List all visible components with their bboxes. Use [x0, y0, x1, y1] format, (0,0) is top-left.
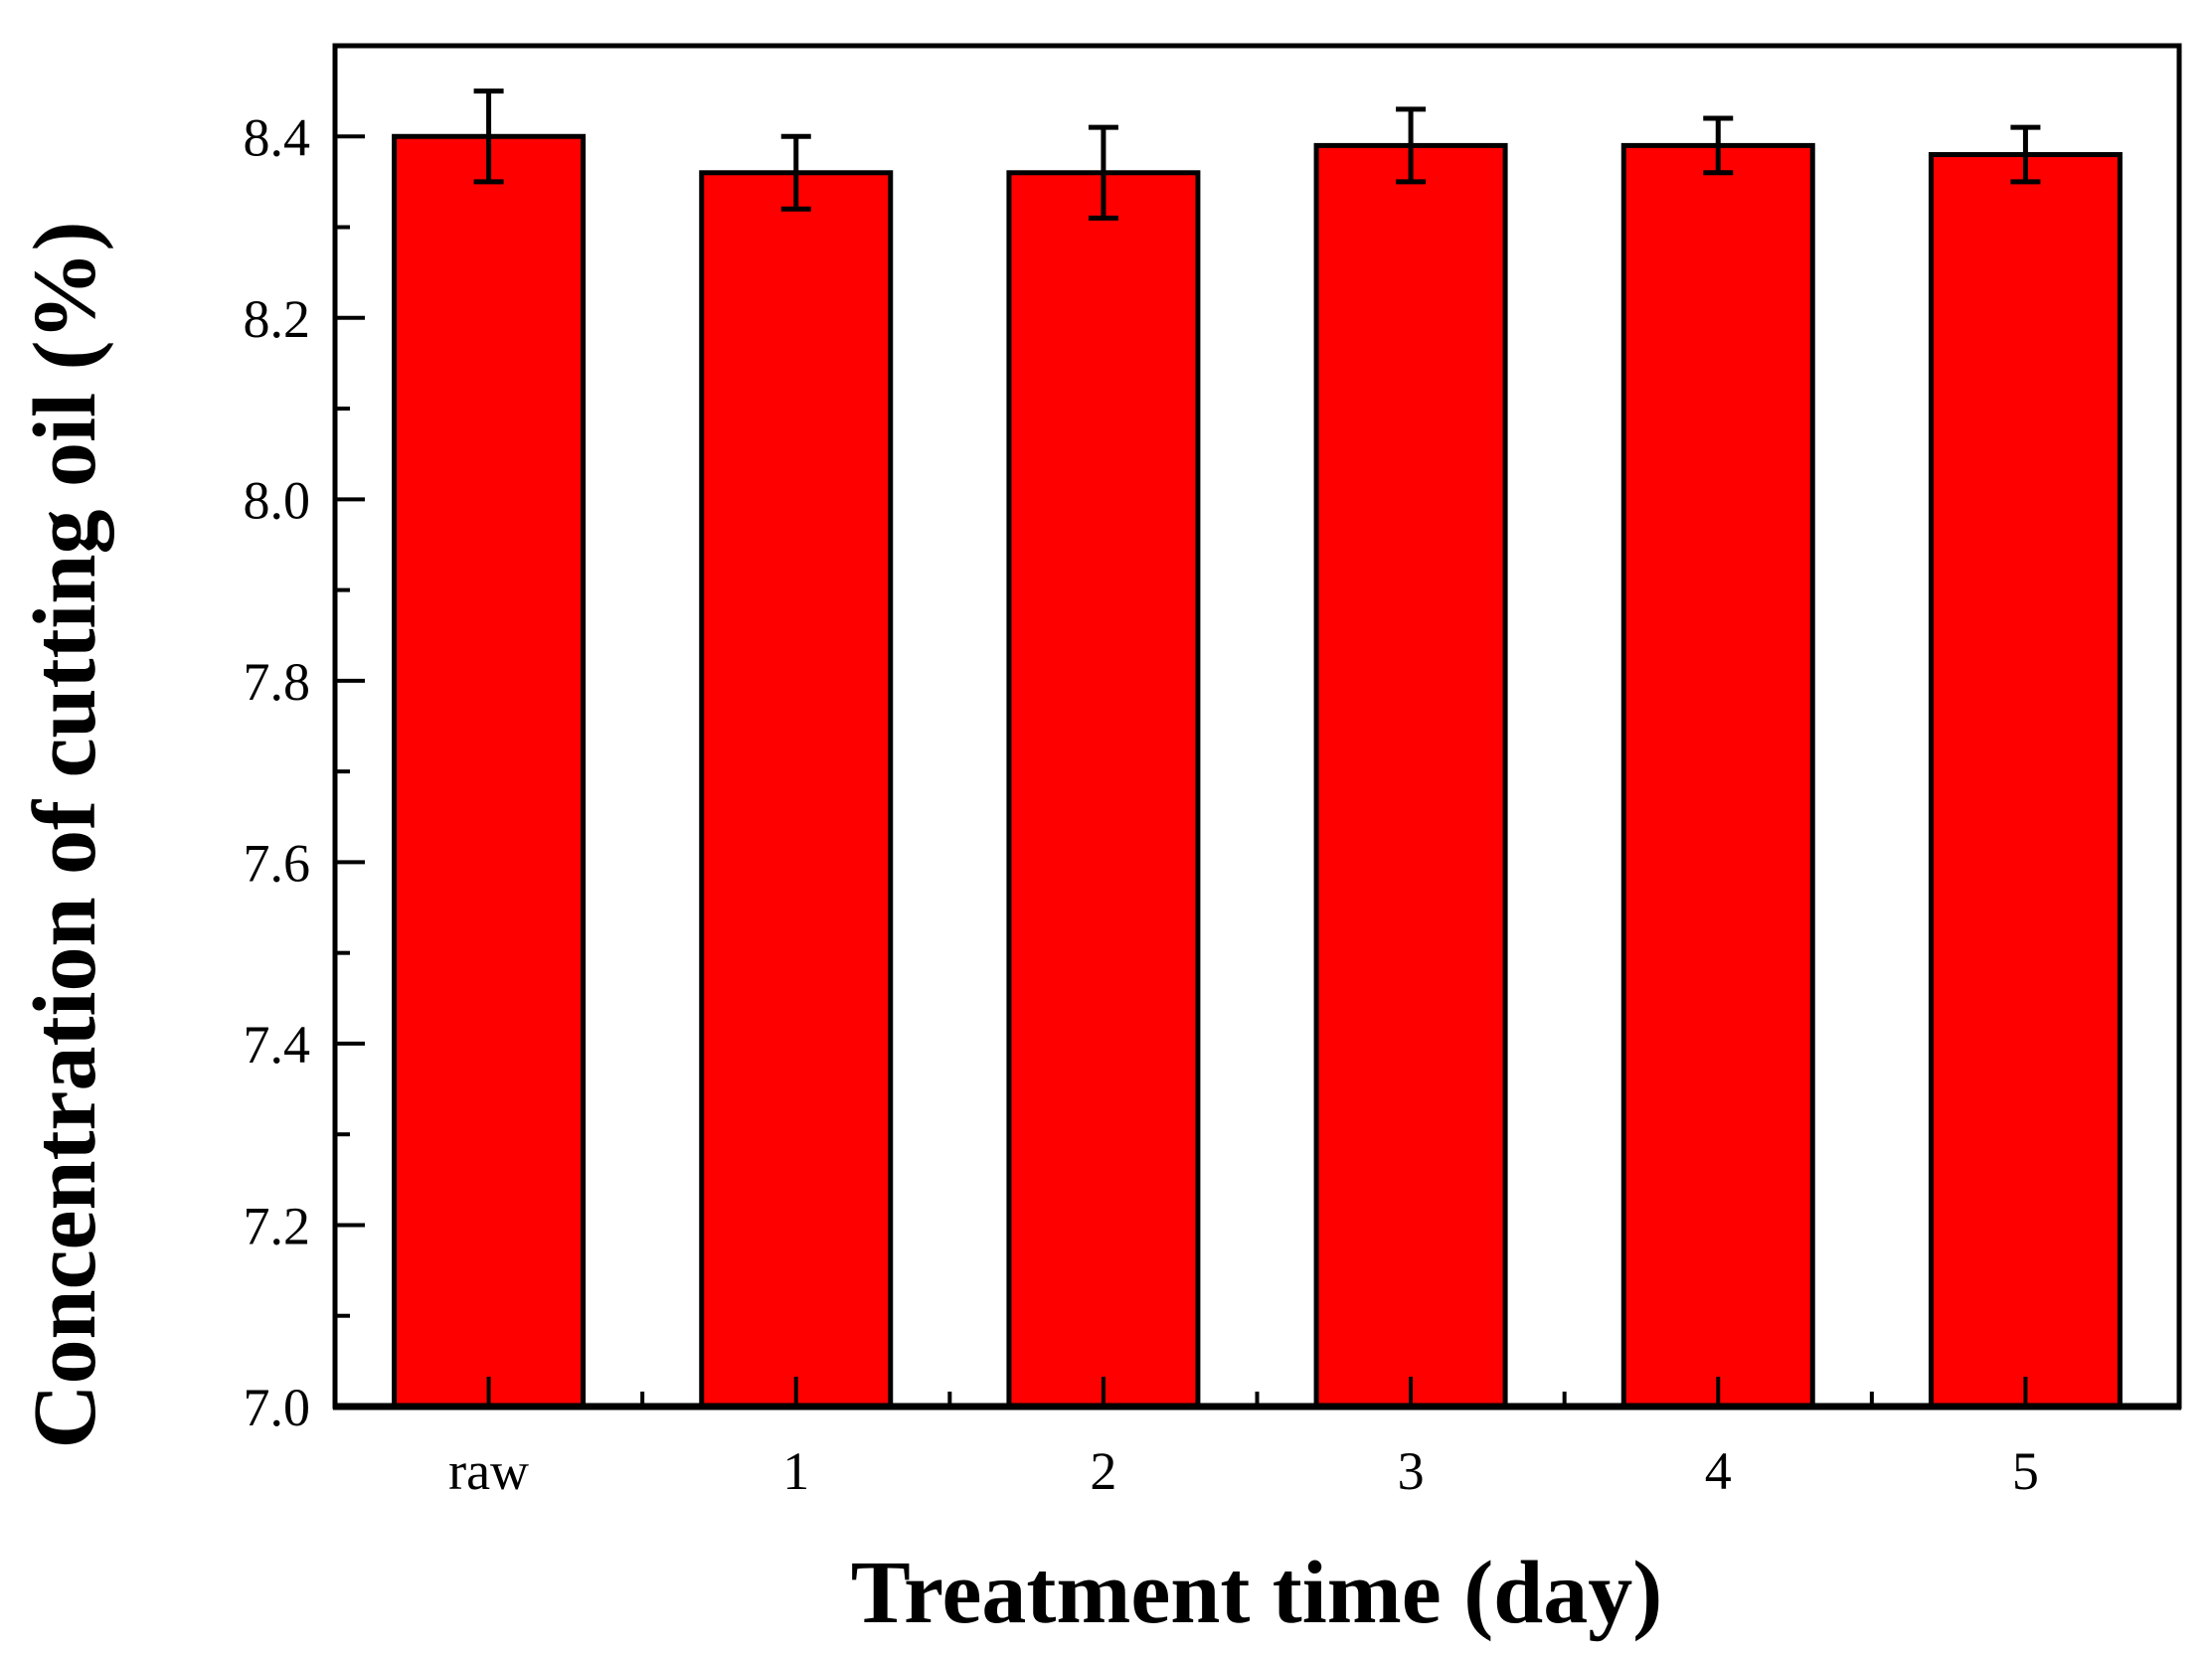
x-tick-label: raw	[448, 1441, 529, 1501]
plot-frame	[332, 43, 2182, 1409]
y-tick-label: 8.4	[244, 107, 311, 167]
bar	[1620, 142, 1815, 1409]
bar	[1006, 170, 1201, 1409]
bar	[1313, 142, 1508, 1409]
y-tick-label: 7.6	[244, 833, 311, 893]
x-tick-label: 2	[1090, 1441, 1116, 1501]
x-tick-label: 5	[2012, 1441, 2039, 1501]
plot-area: raw 1 2 3 4 5 7.0 7.2 7.4 7.6 7.8 8.0 8.2 8.4	[244, 43, 2182, 1501]
x-tick-label: 4	[1705, 1441, 1732, 1501]
y-tick-label: 7.2	[244, 1196, 311, 1255]
x-tick-label: 3	[1398, 1441, 1425, 1501]
y-tick-label: 7.0	[244, 1378, 311, 1437]
bar	[1928, 152, 2123, 1409]
bar	[699, 170, 894, 1409]
bar	[392, 133, 587, 1409]
y-tick-label: 8.0	[244, 470, 311, 530]
x-axis-title: Treatment time (day)	[851, 1544, 1662, 1642]
y-tick-label: 8.2	[244, 289, 311, 349]
y-tick-label: 7.8	[244, 652, 311, 712]
y-axis-title: Concentration of cutting oil (%)	[16, 222, 114, 1449]
x-tick-label: 1	[782, 1441, 809, 1501]
y-tick-label: 7.4	[244, 1015, 311, 1075]
